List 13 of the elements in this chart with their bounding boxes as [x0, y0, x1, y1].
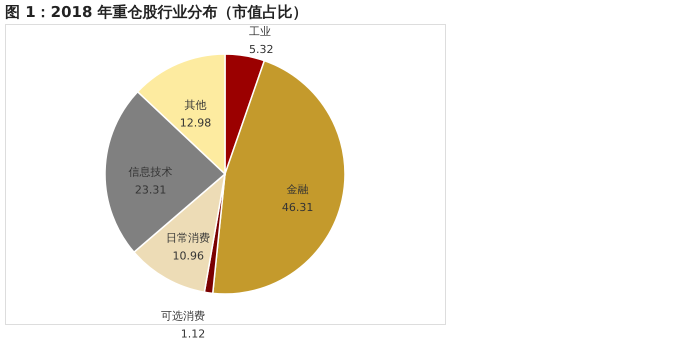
slice-label: 工业 — [248, 25, 271, 38]
slice-label: 其他 — [184, 98, 206, 112]
data-label: 10.96 — [172, 250, 204, 263]
data-label: 23.31 — [134, 183, 166, 196]
data-label: 12.98 — [180, 116, 212, 130]
data-label: 1.12 — [180, 328, 206, 341]
data-label: 46.31 — [282, 201, 314, 214]
data-label: 5.32 — [248, 43, 274, 56]
slice-label: 日常消费 — [166, 232, 210, 245]
chart-title: 图 1：2018 年重仓股行业分布（市值占比） — [5, 3, 308, 21]
slice-label: 信息技术 — [128, 165, 173, 178]
slice-label: 金融 — [286, 183, 309, 196]
slice-label: 可选消费 — [161, 310, 206, 323]
